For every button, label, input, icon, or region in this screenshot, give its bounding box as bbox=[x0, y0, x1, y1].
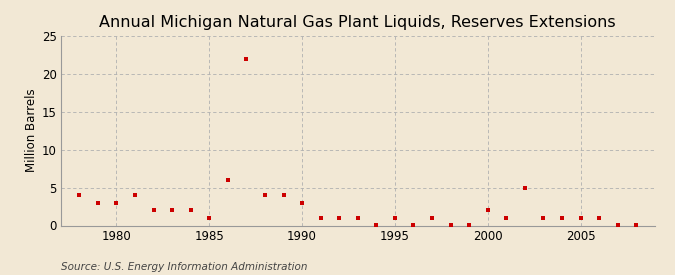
Point bbox=[464, 223, 475, 227]
Point bbox=[241, 56, 252, 61]
Point bbox=[594, 216, 605, 220]
Point bbox=[185, 208, 196, 213]
Point bbox=[630, 223, 641, 227]
Point bbox=[408, 223, 418, 227]
Point bbox=[204, 216, 215, 220]
Point bbox=[427, 216, 437, 220]
Point bbox=[538, 216, 549, 220]
Point bbox=[333, 216, 344, 220]
Point bbox=[501, 216, 512, 220]
Point bbox=[130, 193, 140, 197]
Point bbox=[371, 223, 382, 227]
Point bbox=[278, 193, 289, 197]
Point bbox=[148, 208, 159, 213]
Point bbox=[575, 216, 586, 220]
Point bbox=[612, 223, 623, 227]
Point bbox=[222, 178, 234, 182]
Point bbox=[111, 200, 122, 205]
Point bbox=[167, 208, 178, 213]
Point bbox=[556, 216, 567, 220]
Y-axis label: Million Barrels: Million Barrels bbox=[24, 89, 38, 172]
Point bbox=[259, 193, 270, 197]
Point bbox=[74, 193, 85, 197]
Point bbox=[446, 223, 456, 227]
Point bbox=[296, 200, 307, 205]
Point bbox=[482, 208, 493, 213]
Point bbox=[520, 185, 531, 190]
Point bbox=[389, 216, 400, 220]
Point bbox=[92, 200, 103, 205]
Point bbox=[352, 216, 363, 220]
Title: Annual Michigan Natural Gas Plant Liquids, Reserves Extensions: Annual Michigan Natural Gas Plant Liquid… bbox=[99, 15, 616, 31]
Point bbox=[315, 216, 326, 220]
Text: Source: U.S. Energy Information Administration: Source: U.S. Energy Information Administ… bbox=[61, 262, 307, 271]
